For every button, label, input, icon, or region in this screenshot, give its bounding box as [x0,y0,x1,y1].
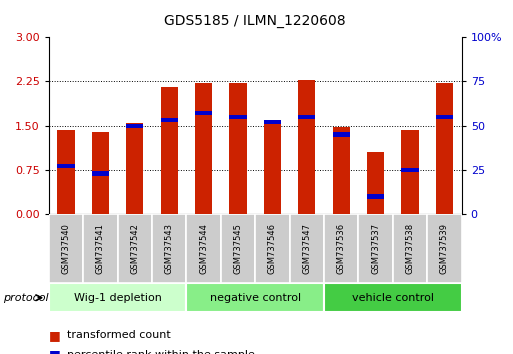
Bar [186,214,221,283]
Bar [161,118,178,122]
Text: ■: ■ [49,348,61,354]
Bar [436,115,453,119]
Bar [402,168,419,172]
Text: GDS5185 / ILMN_1220608: GDS5185 / ILMN_1220608 [164,14,346,28]
Bar [83,214,117,283]
Bar [255,214,290,283]
Text: GSM737544: GSM737544 [199,223,208,274]
Text: GSM737542: GSM737542 [130,223,139,274]
Bar [298,80,315,214]
Text: GSM737541: GSM737541 [96,223,105,274]
Bar [49,283,186,312]
Bar [367,152,384,214]
Bar [393,214,427,283]
Bar [117,214,152,283]
Text: vehicle control: vehicle control [352,293,434,303]
Text: GSM737538: GSM737538 [406,223,415,274]
Bar [324,283,462,312]
Bar [57,164,74,169]
Bar [92,171,109,176]
Text: GSM737543: GSM737543 [165,223,174,274]
Bar [402,130,419,214]
Bar [359,214,393,283]
Bar [229,115,247,119]
Bar [332,127,350,214]
Bar [126,124,143,128]
Bar [332,132,350,137]
Text: protocol: protocol [3,293,48,303]
Bar [57,130,74,214]
Text: Wig-1 depletion: Wig-1 depletion [74,293,162,303]
Text: GSM737537: GSM737537 [371,223,380,274]
Bar [152,214,186,283]
Text: percentile rank within the sample: percentile rank within the sample [67,350,254,354]
Bar [264,123,281,214]
Text: GSM737536: GSM737536 [337,223,346,274]
Bar [298,115,315,119]
Bar [221,214,255,283]
Text: GSM737539: GSM737539 [440,223,449,274]
Bar [229,83,247,214]
Text: GSM737546: GSM737546 [268,223,277,274]
Text: negative control: negative control [210,293,301,303]
Text: ■: ■ [49,329,61,342]
Bar [436,83,453,214]
Bar [186,283,324,312]
Bar [126,123,143,214]
Bar [324,214,359,283]
Bar [290,214,324,283]
Bar [264,120,281,124]
Bar [367,194,384,199]
Text: GSM737540: GSM737540 [62,223,70,274]
Text: GSM737545: GSM737545 [233,223,243,274]
Text: GSM737547: GSM737547 [302,223,311,274]
Bar [195,111,212,115]
Bar [49,214,83,283]
Bar [427,214,462,283]
Bar [161,87,178,214]
Text: transformed count: transformed count [67,330,170,340]
Bar [195,83,212,214]
Bar [92,132,109,214]
